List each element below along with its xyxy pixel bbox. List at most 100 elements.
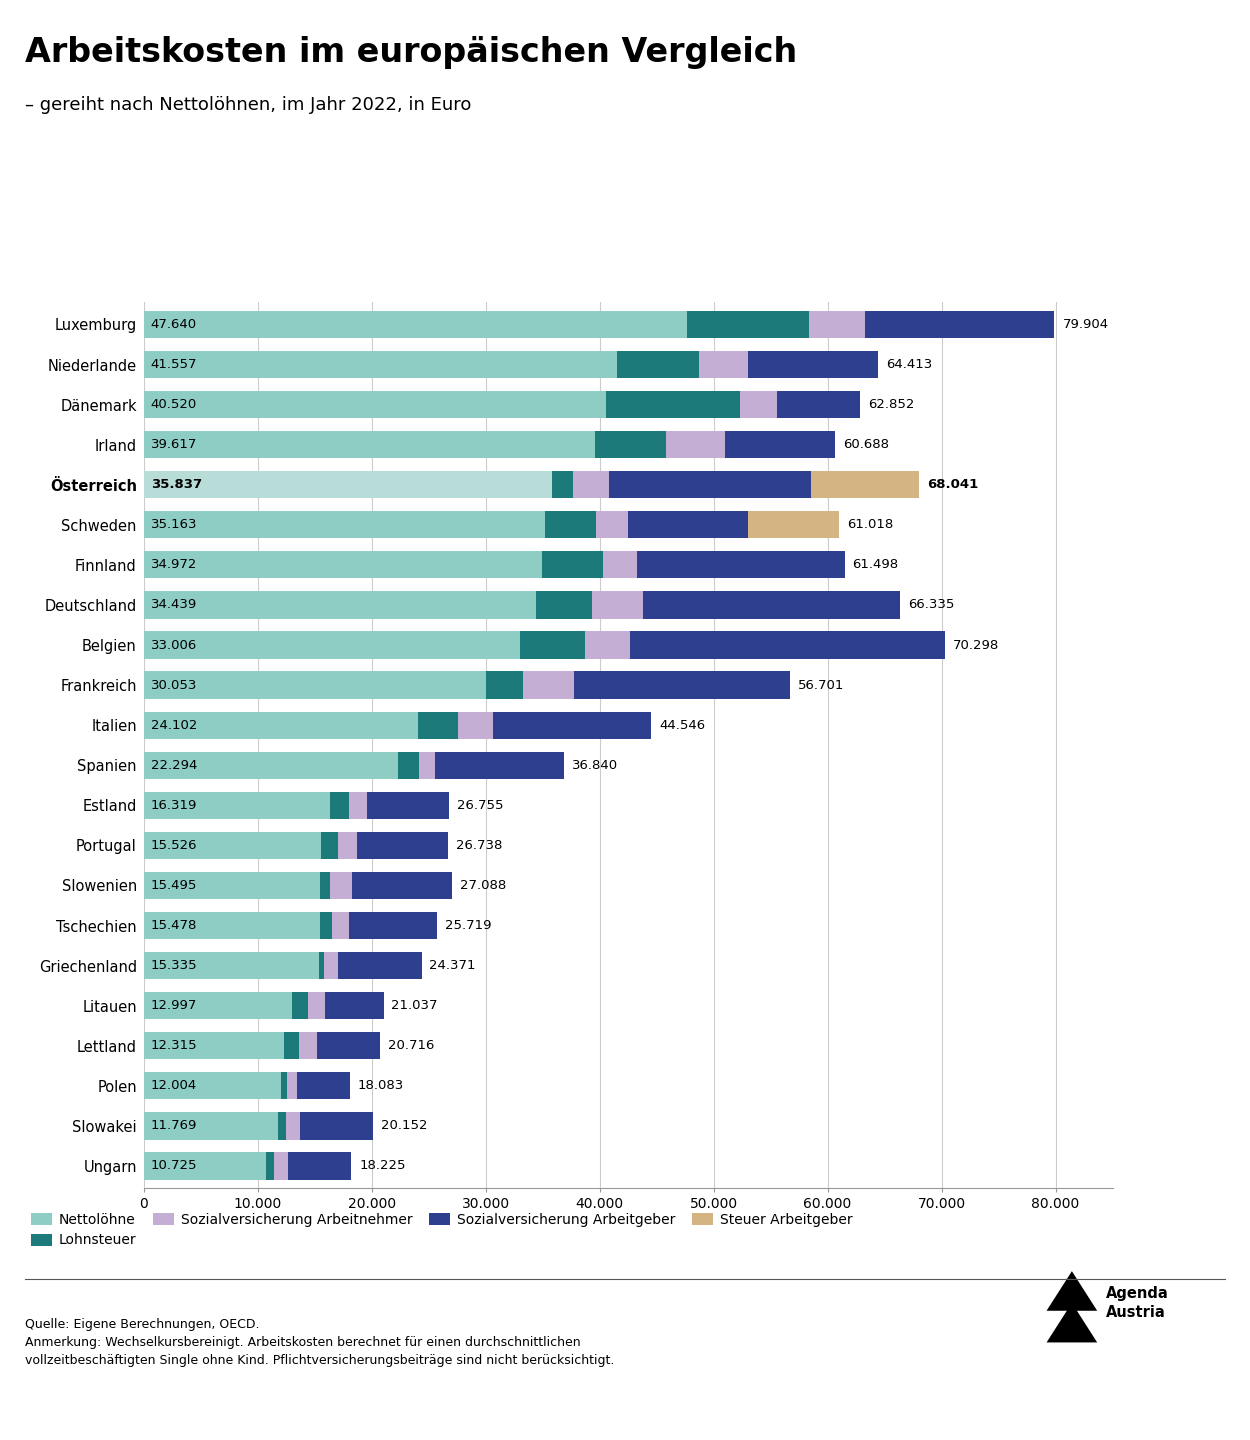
Text: 15.526: 15.526	[150, 840, 198, 852]
Text: 21.037: 21.037	[391, 999, 438, 1012]
Bar	[592, 592, 644, 619]
Bar	[749, 351, 878, 379]
Bar	[700, 351, 749, 379]
Bar	[144, 752, 398, 779]
Text: 15.478: 15.478	[150, 919, 198, 932]
Bar	[144, 511, 545, 539]
Bar	[320, 871, 330, 899]
Bar	[144, 351, 618, 379]
Bar	[144, 311, 686, 338]
Bar	[811, 471, 919, 498]
Text: 25.719: 25.719	[445, 919, 491, 932]
Text: 47.640: 47.640	[150, 318, 196, 331]
Text: 12.315: 12.315	[150, 1040, 198, 1053]
Text: 44.546: 44.546	[660, 719, 705, 732]
Bar	[492, 711, 651, 739]
Text: 35.837: 35.837	[150, 478, 201, 491]
Text: – gereiht nach Nettolöhnen, im Jahr 2022, in Euro: – gereiht nach Nettolöhnen, im Jahr 2022…	[25, 96, 471, 115]
Bar	[605, 390, 740, 418]
Bar	[288, 1073, 296, 1100]
Bar	[865, 311, 1055, 338]
Bar	[686, 311, 809, 338]
Bar	[144, 832, 321, 860]
Bar	[144, 912, 320, 939]
Bar	[349, 912, 436, 939]
Bar	[420, 752, 435, 779]
Bar	[300, 1112, 374, 1139]
Text: Agenda
Austria: Agenda Austria	[1106, 1286, 1169, 1319]
Text: 35.163: 35.163	[150, 518, 198, 531]
Text: 62.852: 62.852	[867, 397, 915, 410]
Bar	[339, 952, 421, 979]
Bar	[274, 1152, 288, 1179]
Bar	[266, 1152, 274, 1179]
Bar	[809, 311, 865, 338]
Bar	[366, 792, 449, 819]
Text: 66.335: 66.335	[908, 599, 954, 612]
Text: 24.371: 24.371	[430, 959, 476, 972]
Bar	[144, 992, 292, 1020]
Text: 18.225: 18.225	[360, 1159, 406, 1172]
Text: 12.997: 12.997	[150, 999, 198, 1012]
Text: 70.298: 70.298	[952, 638, 999, 651]
Bar	[338, 832, 357, 860]
Text: 10.725: 10.725	[150, 1159, 198, 1172]
Text: 30.053: 30.053	[150, 678, 198, 691]
Bar	[144, 592, 536, 619]
Text: 16.319: 16.319	[150, 799, 198, 812]
Bar	[144, 792, 330, 819]
Bar	[319, 952, 324, 979]
Bar	[545, 511, 596, 539]
Text: 15.335: 15.335	[150, 959, 198, 972]
Bar	[638, 552, 845, 579]
Bar	[486, 671, 522, 698]
Bar	[666, 431, 725, 458]
Text: 61.018: 61.018	[848, 518, 894, 531]
Bar	[609, 471, 811, 498]
Bar	[748, 511, 839, 539]
Bar	[144, 1112, 278, 1139]
Bar	[144, 952, 319, 979]
Text: 41.557: 41.557	[150, 359, 198, 372]
Bar	[602, 552, 638, 579]
Bar	[644, 592, 900, 619]
Bar	[740, 390, 776, 418]
Bar	[572, 471, 609, 498]
Bar	[286, 1112, 300, 1139]
Text: 64.413: 64.413	[886, 359, 932, 372]
Bar	[321, 832, 338, 860]
Polygon shape	[1046, 1303, 1098, 1342]
Bar	[596, 511, 628, 539]
Bar	[357, 832, 449, 860]
Bar	[520, 631, 585, 658]
Text: 20.152: 20.152	[381, 1119, 428, 1132]
Text: 56.701: 56.701	[798, 678, 844, 691]
Bar	[325, 992, 384, 1020]
Text: 60.688: 60.688	[844, 438, 890, 451]
Bar	[574, 671, 790, 698]
Bar	[288, 1152, 351, 1179]
Bar	[618, 351, 700, 379]
Bar	[320, 912, 331, 939]
Text: 39.617: 39.617	[150, 438, 198, 451]
Bar	[628, 511, 748, 539]
Legend: Nettolöhne, Lohnsteuer, Sozialversicherung Arbeitnehmer, Sozialversicherung Arbe: Nettolöhne, Lohnsteuer, Sozialversicheru…	[26, 1207, 859, 1253]
Bar	[144, 631, 520, 658]
Text: 79.904: 79.904	[1062, 318, 1109, 331]
Bar	[144, 871, 320, 899]
Bar	[542, 552, 602, 579]
Bar	[331, 912, 349, 939]
Bar	[459, 711, 492, 739]
Bar	[330, 792, 349, 819]
Bar	[300, 1032, 316, 1060]
Text: 20.716: 20.716	[388, 1040, 434, 1053]
Bar	[292, 992, 308, 1020]
Bar	[144, 711, 419, 739]
Bar	[296, 1073, 350, 1100]
Bar	[630, 631, 945, 658]
Text: 61.498: 61.498	[853, 559, 899, 572]
Text: 36.840: 36.840	[571, 759, 618, 772]
Text: 12.004: 12.004	[150, 1080, 196, 1093]
Text: Quelle: Eigene Berechnungen, OECD.
Anmerkung: Wechselkursbereinigt. Arbeitskoste: Quelle: Eigene Berechnungen, OECD. Anmer…	[25, 1318, 615, 1367]
Bar	[419, 711, 459, 739]
